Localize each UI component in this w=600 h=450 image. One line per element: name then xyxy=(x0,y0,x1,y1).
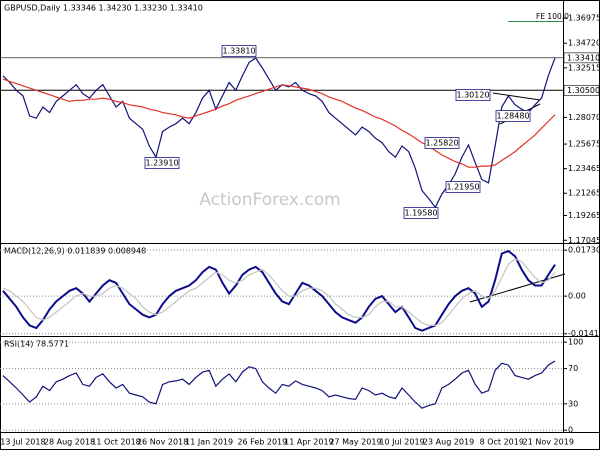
x-tick-label: 8 Oct 2019 xyxy=(480,438,524,447)
y-tick-label: 1.28070 xyxy=(568,113,600,122)
rsi-title: RSI(14) 78.5771 xyxy=(4,340,69,349)
series-line xyxy=(2,360,556,409)
annotation-box xyxy=(144,157,180,169)
level-box xyxy=(563,52,600,64)
level-label: 1.33410 xyxy=(567,53,600,62)
fe-label: FE 100.0 xyxy=(536,12,569,21)
watermark: ActionForex.com xyxy=(199,190,340,210)
x-tick-label: 26 Feb 2019 xyxy=(237,438,287,447)
y-tick-label: 1.32515 xyxy=(568,63,600,72)
y-tick-label: 1.21265 xyxy=(568,189,600,198)
x-tick-label: 21 Nov 2019 xyxy=(523,438,574,447)
x-tick-label: 10 Jul 2019 xyxy=(379,438,424,447)
x-tick-label: 26 Nov 2018 xyxy=(137,438,188,447)
level-label: 1.30500 xyxy=(567,86,600,95)
y-tick-label: 70 xyxy=(568,364,578,373)
annotation-box xyxy=(455,89,491,101)
annotation: 1.19580 xyxy=(404,209,437,218)
series-line xyxy=(2,249,556,332)
x-tick-label: 28 Aug 2018 xyxy=(44,438,95,447)
y-tick-label: 0.017302 xyxy=(568,246,600,255)
y-tick-label: 1.23465 xyxy=(568,164,600,173)
x-tick-label: 11 Oct 2018 xyxy=(91,438,140,447)
y-tick-label: 100 xyxy=(568,338,583,347)
level-box xyxy=(563,84,600,96)
y-tick-label: 0.00 xyxy=(568,292,586,301)
annotation: 1.21950 xyxy=(446,183,479,192)
x-tick-label: 11 Jan 2019 xyxy=(185,438,233,447)
annotation-box xyxy=(403,207,439,219)
y-tick-label: 30 xyxy=(568,399,578,408)
x-tick-label: 27 May 2019 xyxy=(329,438,381,447)
y-tick-label: 1.17045 xyxy=(568,236,600,245)
annotation: 1.33810 xyxy=(222,47,255,56)
x-tick-label: 23 Aug 2019 xyxy=(423,438,474,447)
annotation: 1.28480 xyxy=(496,112,529,121)
annotation-box xyxy=(424,137,460,149)
annotation-box xyxy=(495,110,531,122)
annotation: 1.30120 xyxy=(456,91,489,100)
series-line xyxy=(2,57,556,209)
annotation-box xyxy=(445,181,481,193)
x-tick-label: 11 Apr 2019 xyxy=(284,438,333,447)
y-tick-label: 1.25675 xyxy=(568,140,600,149)
annotation-box xyxy=(221,45,257,57)
series-line xyxy=(2,78,556,168)
x-tick-label: 13 Jul 2018 xyxy=(0,438,45,447)
macd-title: MACD(12,26,9) 0.011839 0.008948 xyxy=(4,247,146,256)
y-tick-label: 1.36975 xyxy=(568,14,600,23)
y-tick-label: -0.014148 xyxy=(568,329,600,338)
annotation: 1.23910 xyxy=(145,159,178,168)
chart-title: GBPUSD,Daily 1.33346 1.34230 1.33230 1.3… xyxy=(4,4,203,13)
series-line xyxy=(2,258,556,326)
annotation: 1.25820 xyxy=(425,139,458,148)
y-tick-label: 1.34720 xyxy=(568,39,600,48)
y-tick-label: 0 xyxy=(568,426,573,435)
y-tick-label: 1.19265 xyxy=(568,211,600,220)
